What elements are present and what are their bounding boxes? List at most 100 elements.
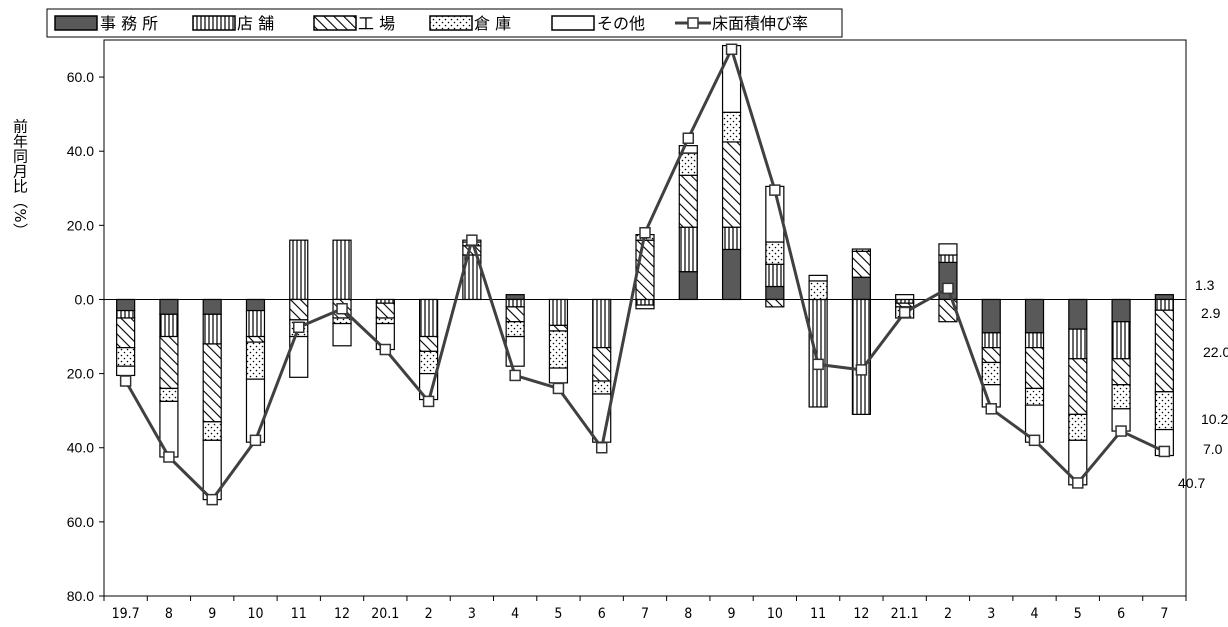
growth-line-marker	[119, 375, 132, 387]
annotation-label: 2.9	[1201, 305, 1221, 321]
x-tick-label: 3	[987, 606, 995, 622]
growth-line-marker	[725, 43, 738, 56]
svg-text:前年同月比（%）: 前年同月比（%）	[11, 118, 29, 237]
bar-segment-4	[1154, 391, 1174, 431]
bar-segment-1	[159, 298, 179, 315]
legend-label: 店 舗	[237, 14, 274, 33]
bar-segment-2	[1024, 332, 1045, 349]
annotation-label: 7.0	[1203, 441, 1223, 457]
legend-label: その他	[597, 14, 645, 33]
bar-segment-5	[678, 145, 698, 154]
bar-segment-5	[245, 378, 266, 443]
x-tick-label: 7	[641, 606, 649, 622]
bar-segment-2	[245, 309, 266, 338]
bar-segment-3	[851, 250, 872, 278]
growth-line-marker	[1158, 445, 1171, 458]
legend-swatch	[551, 15, 595, 31]
bar-segment-2	[289, 239, 309, 301]
growth-line-marker	[985, 403, 997, 415]
growth-line-marker	[293, 321, 305, 334]
plot-frame	[103, 39, 1187, 597]
bars	[116, 44, 1174, 501]
y-tick-label: 60.0	[67, 69, 94, 85]
y-tick-label: 40.0	[67, 143, 94, 159]
growth-line-marker	[682, 132, 695, 144]
bar-segment-1	[1024, 298, 1045, 334]
x-tick-label: 4	[1031, 606, 1039, 622]
bar-segment-3	[116, 317, 136, 349]
growth-line-marker	[1028, 434, 1041, 447]
bar-segment-1	[765, 285, 785, 301]
bar-segment-1	[1111, 298, 1131, 323]
bar-segment-4	[375, 317, 395, 325]
x-tick-label: 19.7	[112, 606, 140, 622]
bar-segment-5	[808, 274, 828, 282]
annotations: 1.3 2.9 22.0 10.2 7.0 40.7	[1178, 277, 1228, 491]
growth-line-marker	[336, 302, 348, 315]
bar-segment-4	[721, 111, 742, 143]
bar-segment-4	[245, 341, 266, 380]
growth-line-marker	[379, 343, 392, 356]
bar-segment-2	[332, 239, 352, 301]
growth-line-marker	[812, 358, 824, 371]
x-tick-label: 8	[165, 606, 173, 622]
y-tick-label: 60.0	[67, 514, 94, 530]
bar-segment-4	[332, 317, 352, 325]
bar-segment-2	[981, 332, 1001, 349]
bar-segment-4	[678, 152, 698, 176]
y-tick-label: 80.0	[67, 588, 94, 604]
bar-segment-5	[721, 44, 742, 113]
bar-segment-1	[202, 298, 222, 315]
legend-label: 床面積伸び率	[712, 14, 808, 33]
bar-segment-3	[1024, 347, 1045, 390]
bar-segment-2	[592, 298, 612, 349]
bar-segment-5	[116, 365, 136, 377]
x-tick-label: 9	[728, 606, 736, 622]
y-tick-label: 20.0	[67, 217, 94, 233]
bar-segment-1	[116, 298, 136, 312]
x-tick-label: 3	[468, 606, 476, 622]
bar-segment-4	[765, 241, 785, 265]
bar-segment-2	[635, 298, 655, 306]
bar-segment-1	[678, 271, 698, 301]
legend-swatch	[429, 15, 473, 31]
x-tick-label: 5	[554, 606, 562, 622]
bar-segment-1	[851, 276, 872, 301]
bar-segment-3	[1154, 309, 1174, 393]
bar-segment-2	[1111, 321, 1131, 360]
y-tick-label: 20.0	[67, 366, 94, 382]
bar-segment-2	[938, 254, 958, 263]
bar-segment-4	[592, 380, 612, 395]
annotation-label: 40.7	[1178, 475, 1205, 491]
growth-line-marker	[163, 451, 175, 463]
bar-segment-4	[505, 321, 525, 338]
bar-segment-1	[721, 248, 742, 301]
bar-segment-1	[245, 298, 266, 312]
bar-segment-3	[159, 335, 179, 390]
bar-segment-3	[289, 298, 309, 321]
y-tick-label: 40.0	[67, 440, 94, 456]
bar-segment-1	[1068, 298, 1088, 330]
bar-segment-3	[548, 324, 569, 332]
growth-line-marker	[1115, 425, 1127, 437]
growth-line-marker	[855, 364, 868, 376]
x-tick-label: 11	[291, 606, 307, 622]
x-tick-label: 12	[853, 606, 869, 622]
bar-segment-3	[981, 347, 1001, 364]
legend-swatch	[192, 15, 236, 31]
bar-segment-3	[202, 343, 222, 423]
legend-marker-swatch	[687, 17, 699, 29]
bar-segment-5	[938, 243, 958, 256]
x-tick-label: 9	[208, 606, 216, 622]
bar-segment-5	[635, 304, 655, 310]
x-tick-label: 12	[334, 606, 350, 622]
growth-line-marker	[422, 395, 435, 408]
growth-line-marker	[206, 493, 218, 506]
growth-line-marker	[1072, 477, 1084, 489]
bar-segment-4	[1111, 384, 1131, 410]
bar-segment-2	[1154, 298, 1174, 311]
bar-segment-3	[505, 306, 525, 323]
x-axis-ticks: 19.7 8 9 10 11 12 20.1 2 3 4 5 6 7 8 9 10 11 12 21.1 2 3 4 5 6 7	[103, 596, 1187, 622]
bar-segment-3	[1068, 358, 1088, 415]
y-axis-label: 前年同月比（%）	[11, 118, 29, 237]
